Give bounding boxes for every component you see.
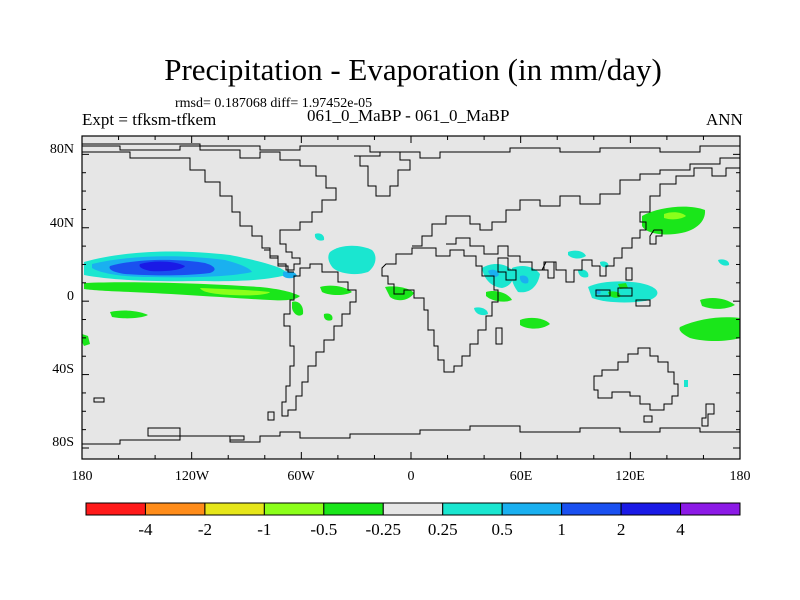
- lon-label-180e: 180: [730, 469, 751, 484]
- colorbar-labels: -4 -2 -1 -0.5 -0.25 0.25 0.5 1 2 4: [138, 520, 685, 539]
- fill-cyan-atlantic: [328, 245, 376, 275]
- colorbar: [85, 502, 741, 516]
- plot-title: Precipitation - Evaporation (in mm/day): [164, 52, 662, 87]
- experiment-label: Expt = tfksm-tfkem: [82, 110, 217, 129]
- fill-cyan-atlantic-north: [314, 233, 325, 241]
- lat-labels: 80N 40N 0 40S 80S: [50, 142, 74, 450]
- colorbar-box: [680, 502, 741, 516]
- coastline-india: [541, 261, 555, 279]
- fill-lightgreen-pacific: [200, 288, 270, 296]
- coastline-arctic: [82, 145, 740, 159]
- colorbar-label: 0.5: [492, 520, 513, 539]
- lat-label-40s: 40S: [52, 362, 74, 377]
- colorbar-label: 2: [617, 520, 626, 539]
- coastline-new-zealand: [701, 403, 715, 427]
- fill-lightblue-arabia: [519, 275, 529, 284]
- coastline-arabia: [497, 257, 517, 281]
- fill-lightgreen-nw-pacific: [664, 212, 686, 220]
- colorbar-label: -0.25: [366, 520, 401, 539]
- fill-green-brazil: [323, 313, 333, 321]
- fill-green-atlantic: [320, 285, 352, 295]
- fill-green-east-africa: [486, 290, 512, 302]
- fill-green-maritime: [608, 291, 621, 298]
- fill-cyan-indochina: [578, 269, 589, 278]
- lon-label-60e: 60E: [510, 469, 533, 484]
- coastline-madagascar: [495, 327, 503, 345]
- colorbar-box: [323, 502, 384, 516]
- lon-labels: 180 120W 60W 0 60E 120E 180: [72, 469, 751, 484]
- colorbar-box: [382, 502, 444, 516]
- coastline-greenland: [354, 151, 411, 197]
- season-label: ANN: [706, 110, 743, 129]
- axis-ticks: [81, 135, 741, 459]
- fill-green-west-pacific-edge: [82, 334, 90, 346]
- colorbar-label: 4: [676, 520, 685, 539]
- fill-green-pacific-south: [110, 310, 148, 319]
- colorbar-label: -2: [198, 520, 212, 539]
- lon-label-120e: 120E: [615, 469, 645, 484]
- coastline-maritime-3: [635, 299, 651, 307]
- colorbar-box: [263, 502, 325, 516]
- fill-cyan-india: [568, 250, 586, 259]
- coastline-maritime-2: [617, 287, 633, 297]
- coastline-japan: [649, 229, 663, 245]
- fill-lightblue-africa: [488, 269, 499, 278]
- coastline-antarctica: [82, 425, 740, 445]
- fill-green-spcz: [700, 297, 735, 309]
- fill-green-indian-ocean: [520, 317, 550, 329]
- colorbar-label: 1: [557, 520, 566, 539]
- coastline-maritime-1: [595, 289, 611, 297]
- coastline-maritime-4: [625, 267, 633, 281]
- coastline-australia: [593, 347, 679, 411]
- fill-green-nw-pacific: [642, 206, 706, 235]
- lon-label-180w: 180: [72, 469, 93, 484]
- colorbar-label: 0.25: [428, 520, 458, 539]
- colorbar-label: -1: [257, 520, 271, 539]
- coastline-africa: [381, 247, 499, 373]
- coastline-north-america: [81, 140, 337, 271]
- coastline-tasmania: [643, 415, 653, 423]
- fill-green-pacific-band: [84, 282, 300, 301]
- period-label: 061_0_MaBP - 061_0_MaBP: [307, 106, 510, 125]
- coastline-eurasia: [412, 157, 740, 247]
- fill-cyan-south-pacific: [684, 380, 688, 387]
- colorbar-box: [442, 502, 503, 516]
- colorbar-box: [620, 502, 682, 516]
- colorbar-label: -4: [138, 520, 153, 539]
- colorbar-box: [561, 502, 622, 516]
- fill-green-andes: [292, 301, 304, 316]
- fill-cyan-maritime: [588, 281, 658, 303]
- fill-darkblue-pacific-core: [139, 261, 185, 272]
- lon-label-60w: 60W: [287, 469, 315, 484]
- colorbar-label: -0.5: [310, 520, 337, 539]
- lon-label-0: 0: [408, 469, 415, 484]
- fill-cyan-east-africa: [474, 307, 488, 316]
- coastline-antarctic-peninsula: [147, 427, 181, 437]
- fill-green-south-pacific: [679, 317, 740, 341]
- colorbar-box: [85, 502, 146, 516]
- lon-label-120w: 120W: [175, 469, 210, 484]
- coastline-asia-south: [446, 167, 740, 283]
- lat-label-80n: 80N: [50, 142, 74, 157]
- coastline-island-west: [93, 397, 105, 403]
- colorbar-box: [501, 502, 563, 516]
- coastlines: [81, 140, 740, 445]
- coastline-south-america: [281, 263, 357, 417]
- lat-label-0: 0: [67, 289, 74, 304]
- colorbar-box: [144, 502, 206, 516]
- stats-label: rmsd= 0.187068 diff= 1.97452e-05: [175, 96, 373, 111]
- lat-label-80s: 80S: [52, 435, 74, 450]
- anomaly-fills: [82, 206, 740, 387]
- lat-label-40n: 40N: [50, 216, 74, 231]
- fill-cyan-north-pacific: [718, 259, 730, 266]
- coastline-small-island: [229, 435, 245, 441]
- coastline-island-south-atlantic: [267, 411, 275, 421]
- colorbar-box: [204, 502, 265, 516]
- coastline-central-america: [264, 249, 294, 273]
